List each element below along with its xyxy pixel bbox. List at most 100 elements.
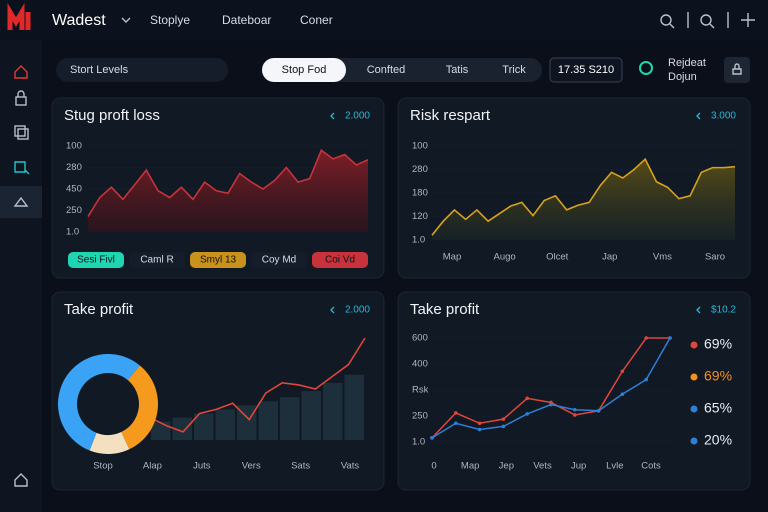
x-tick-label: Jap (602, 252, 617, 263)
line (431, 157, 736, 236)
legend-pill[interactable] (68, 252, 124, 268)
bar (237, 405, 257, 440)
tab[interactable]: Trick (502, 64, 526, 76)
y-tick-label: 1.0 (412, 235, 425, 246)
y-tick-label: 280 (412, 164, 428, 175)
x-tick-label: Olcet (546, 252, 569, 263)
search-text[interactable]: Stort Levels (70, 64, 129, 76)
x-tick-label: Stop (93, 461, 113, 472)
lock-icon (732, 63, 742, 75)
bar (301, 391, 321, 440)
sidebar-icons[interactable] (13, 65, 30, 487)
donut-slice (57, 353, 140, 451)
menu[interactable]: Dateboar (222, 13, 271, 27)
x-tick-label: Jup (571, 461, 586, 472)
badge: $10.2 (711, 305, 736, 316)
y-tick-label: 180 (412, 188, 428, 199)
y-tick-label: 280 (66, 162, 82, 173)
lock-button[interactable] (724, 57, 750, 83)
y-tick-label: 600 (412, 333, 428, 344)
brand: Wadest (52, 12, 106, 29)
x-tick-label: Map (461, 461, 479, 472)
donut-slice (89, 432, 130, 454)
legend-pill[interactable] (190, 252, 246, 268)
legend-dot (690, 373, 698, 381)
point (501, 417, 506, 421)
badge-arrow (330, 112, 335, 120)
search-box[interactable] (56, 58, 228, 82)
point (525, 396, 529, 401)
user-line: Rejdeat (668, 57, 706, 69)
x-tick-label: 0 (431, 461, 436, 472)
value-box (549, 57, 623, 83)
chevron[interactable] (121, 17, 131, 23)
panel (397, 291, 751, 491)
point (501, 424, 506, 429)
panel (51, 97, 385, 279)
x-tick-label: Vers (242, 461, 261, 472)
legend-label: Smyl 13 (200, 255, 237, 266)
user-icon (639, 61, 653, 75)
point (477, 421, 482, 426)
menu[interactable]: Stoplye (150, 13, 190, 27)
x-tick-label: Juts (193, 461, 211, 472)
badge: 2.000 (345, 305, 370, 316)
tab[interactable]: Tatis (446, 64, 469, 76)
badge-arrow (696, 306, 701, 314)
y-tick-label: 1.0 (412, 437, 425, 448)
menu[interactable]: Coner (300, 13, 333, 27)
badge: 2.000 (345, 111, 370, 122)
bar (258, 401, 278, 440)
point (525, 412, 529, 416)
bar (344, 374, 364, 440)
legend-label: 69% (704, 368, 732, 384)
x-tick-label: Vets (533, 461, 552, 472)
y-tick-label: 120 (412, 211, 428, 222)
point (454, 421, 458, 426)
x-tick-label: Vms (653, 252, 672, 263)
legend-dot (690, 437, 698, 445)
x-tick-label: Sats (291, 461, 310, 472)
point (430, 436, 434, 440)
area (88, 150, 368, 232)
y-tick-label: 400 (412, 359, 428, 370)
bar (151, 421, 171, 440)
badge: 3.000 (711, 111, 736, 122)
legend-pill[interactable] (129, 252, 185, 268)
y-tick-label: 100 (412, 141, 428, 152)
bar (172, 417, 192, 440)
legend-label: 69% (704, 336, 732, 352)
header-icons[interactable] (660, 12, 755, 29)
tab-active[interactable] (262, 58, 346, 82)
legend-label: 20% (704, 432, 732, 448)
badge-arrow (330, 306, 335, 314)
sidebar-active (0, 186, 42, 218)
bar (215, 409, 235, 440)
point (620, 392, 625, 396)
y-tick-label: 250 (66, 205, 82, 216)
tab[interactable]: Stop Fod (282, 64, 327, 76)
legend-pill[interactable] (251, 252, 307, 268)
x-tick-label: Cots (641, 461, 661, 472)
legend-label: Caml R (140, 255, 173, 266)
point (668, 336, 672, 340)
legend-dot (690, 341, 698, 349)
x-tick-label: Alap (143, 461, 162, 472)
x-tick-label: Vats (341, 461, 360, 472)
point (644, 336, 648, 340)
point (477, 427, 482, 432)
panel-title: Take profit (64, 301, 134, 318)
legend-label: Sesi Fivl (77, 255, 115, 266)
legend-dot (690, 405, 698, 413)
y-tick-label: 1.0 (66, 227, 79, 238)
line (149, 337, 366, 433)
legend-label: Coi Vd (325, 255, 355, 266)
panel-title: Take profit (410, 301, 480, 318)
y-tick-label: 100 (66, 141, 82, 152)
legend-pill[interactable] (312, 252, 368, 268)
tab[interactable]: Confted (367, 64, 406, 76)
point (596, 409, 601, 413)
legend-label: Coy Md (262, 255, 296, 266)
x-tick-label: Saro (705, 252, 725, 263)
donut-slice (121, 365, 159, 450)
